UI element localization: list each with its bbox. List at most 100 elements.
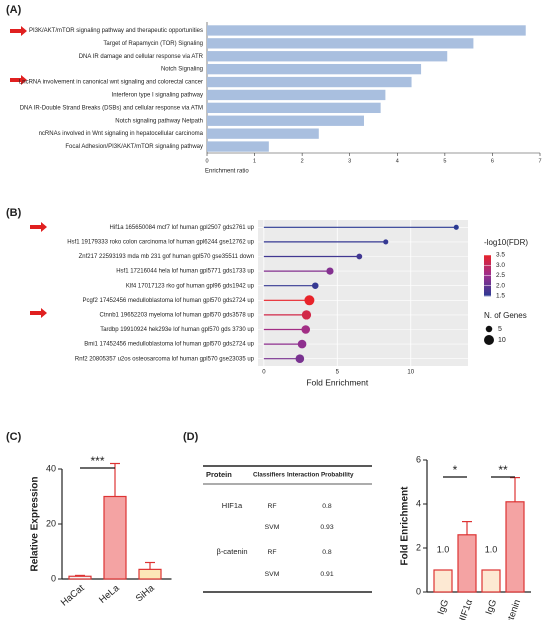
y-tick-label: Pcgf2 17452456 medulloblastoma lof human… — [83, 298, 255, 304]
x-tick-label: SiHa — [134, 582, 157, 604]
table-cell: 0.93 — [320, 524, 333, 531]
table-cell: RF — [267, 549, 276, 556]
colorbar — [484, 289, 491, 293]
x-tick-label: 7 — [538, 158, 541, 164]
point — [297, 339, 307, 349]
colorbar — [484, 255, 491, 258]
bar — [138, 568, 162, 580]
colorbar — [484, 257, 491, 260]
annotation: * — [453, 463, 458, 477]
legend-title: N. of Genes — [484, 311, 527, 320]
bar — [207, 25, 526, 36]
legend-title: -log10(FDR) — [484, 238, 528, 247]
table-cell: 0.8 — [322, 549, 332, 556]
bar — [207, 63, 422, 75]
y-tick-label: Klf4 17017123 rko gof human gpl96 gds194… — [126, 283, 255, 289]
table-cell: 0.91 — [320, 571, 333, 578]
x-tick-label: 5 — [443, 158, 446, 164]
colorbar — [484, 287, 491, 291]
bar — [457, 534, 477, 593]
table-cell: HIF1a — [222, 501, 243, 510]
y-tick-label: Hif1a 165650084 mcf7 lof human gpl2507 g… — [110, 225, 255, 231]
panel-label: (C) — [6, 431, 22, 443]
table-header: Interaction Probability — [287, 472, 354, 479]
colorbar — [484, 259, 491, 262]
y-tick-label: Notch signaling pathway Netpath — [115, 118, 203, 124]
legend-size — [484, 335, 494, 345]
legend-label: 2.5 — [496, 272, 505, 279]
point — [453, 224, 459, 230]
bar — [207, 51, 448, 62]
point — [295, 354, 305, 364]
x-tick-label: HIF1α — [456, 598, 475, 620]
legend-label: 2.0 — [496, 282, 505, 289]
colorbar — [484, 269, 491, 272]
table-cell: RF — [267, 503, 276, 510]
bar — [481, 569, 501, 593]
legend-label: 3.5 — [496, 252, 505, 259]
y-tick-label: Tardbp 19910924 hek293e lof human gpl570… — [100, 327, 254, 333]
bar — [505, 501, 525, 593]
y-axis-label: Fold Enrichment — [400, 486, 411, 566]
bar — [207, 128, 319, 139]
colorbar — [484, 261, 491, 264]
x-tick-label: 1 — [253, 158, 256, 164]
y-tick-label: DNA IR damage and cellular response via … — [79, 54, 204, 60]
y-tick-label: Znf217 22593193 mda mb 231 gof human gpl… — [79, 254, 254, 260]
table-cell: 0.8 — [322, 503, 332, 510]
colorbar — [484, 263, 491, 266]
y-tick-label: ncRNAs involved in Wnt signaling in hepa… — [39, 131, 204, 137]
point — [301, 325, 311, 334]
arrow — [30, 222, 47, 232]
y-tick-label: Ctnnb1 19652203 myeloma lof human gpl570… — [100, 312, 255, 318]
bar — [207, 89, 386, 101]
x-axis-label: Enrichment ratio — [205, 169, 249, 175]
x-tick-label: IgG — [436, 598, 452, 616]
panel-label: (D) — [183, 431, 199, 443]
bar — [103, 495, 127, 580]
x-tick-label: HaCat — [59, 583, 87, 609]
y-tick-label: LncRNA involvement in canonical wnt sign… — [19, 80, 203, 86]
arrow — [30, 308, 47, 318]
colorbar — [484, 285, 491, 289]
bar — [433, 569, 453, 593]
point — [383, 239, 389, 245]
bar — [207, 102, 381, 114]
point — [356, 253, 363, 260]
x-tick-label: 6 — [491, 158, 494, 164]
legend-size — [485, 325, 493, 333]
colorbar — [484, 275, 491, 279]
y-tick-label: Focal Adhesion/PI3K/AKT/mTOR signaling p… — [65, 144, 203, 150]
bar — [207, 38, 474, 49]
annotation: ** — [498, 463, 508, 477]
panel-label: (B) — [6, 207, 22, 219]
y-tick-label: Bmi1 17452456 medulloblastoma lof human … — [84, 342, 254, 348]
legend-label: 3.0 — [496, 262, 505, 269]
colorbar — [484, 291, 491, 295]
table-cell: SVM — [265, 571, 280, 578]
bar — [207, 76, 412, 88]
plot-bg — [258, 220, 468, 366]
colorbar — [484, 271, 491, 274]
y-tick-label: Hsf1 19179333 roko colon carcinoma lof h… — [67, 239, 254, 245]
panel-label: (A) — [6, 4, 22, 16]
point — [326, 267, 334, 275]
bar — [207, 115, 364, 126]
point — [304, 295, 315, 306]
y-tick-label: Notch Signaling — [161, 67, 203, 73]
y-tick-label: 6 — [416, 454, 421, 464]
x-tick-label: 5 — [336, 370, 340, 376]
arrow — [10, 26, 27, 36]
x-tick-label: HeLa — [97, 582, 122, 605]
x-tick-label: 2 — [301, 158, 304, 164]
table-cell: SVM — [265, 524, 280, 531]
colorbar — [484, 277, 491, 281]
x-tick-label: 10 — [407, 370, 414, 376]
bar — [207, 141, 269, 152]
x-tick-label: 0 — [262, 370, 266, 376]
y-tick-label: PI3K/AKT/mTOR signaling pathway and ther… — [29, 28, 203, 34]
y-tick-label: 20 — [46, 518, 56, 528]
table-header: Protein — [206, 470, 232, 479]
y-tick-label: 40 — [46, 463, 56, 473]
